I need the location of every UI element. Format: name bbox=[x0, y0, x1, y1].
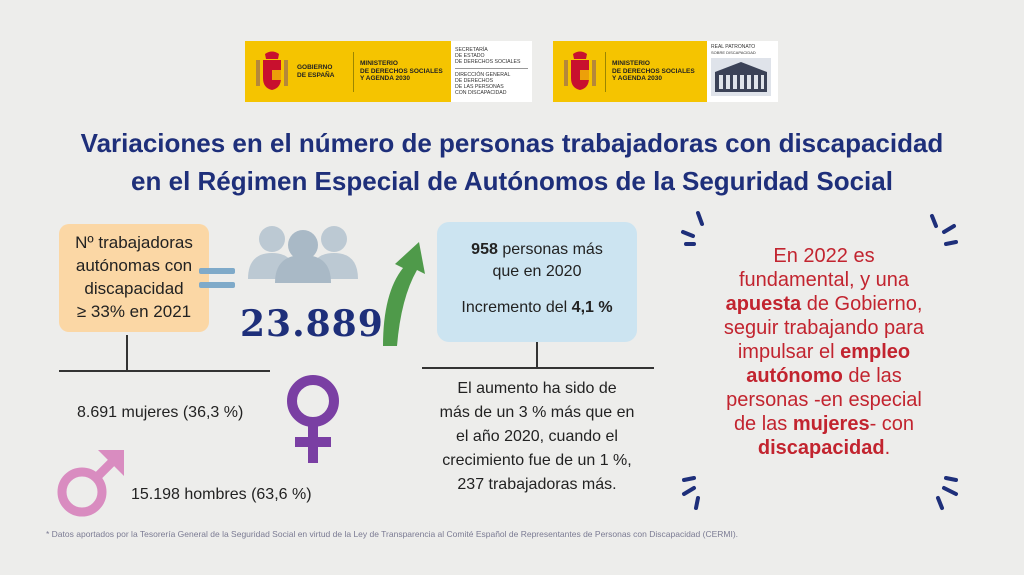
emphasis-strokes-icon bbox=[680, 210, 720, 255]
logo-text-line: DE DERECHOS SOCIALES bbox=[360, 67, 443, 75]
box-line: autónomas con bbox=[75, 256, 193, 275]
increase-percent-line: Incremento del 4,1 % bbox=[437, 297, 637, 319]
emphasis-strokes-icon bbox=[920, 212, 960, 257]
statement-bold: mujeres bbox=[792, 413, 870, 435]
statement-text: de las bbox=[733, 413, 793, 435]
statement-line: impulsar el empleo bbox=[688, 340, 960, 364]
logo-ministerio-real-patronato: MINISTERIO DE DERECHOS SOCIALES Y AGENDA… bbox=[553, 41, 778, 102]
increase-percent-value: 4,1 % bbox=[571, 299, 613, 316]
building-icon bbox=[711, 58, 774, 98]
paragraph-line: 237 trabajadoras más. bbox=[457, 476, 617, 493]
coat-of-arms-icon bbox=[561, 50, 599, 94]
statement-text: - con bbox=[869, 413, 915, 435]
logo-text-line: MINISTERIO bbox=[360, 60, 398, 68]
statement-line: En 2022 es bbox=[773, 245, 875, 267]
logo-separator bbox=[353, 51, 354, 92]
connector-line bbox=[126, 335, 128, 371]
increase-persons-number: 958 bbox=[471, 241, 498, 258]
increase-persons-line-2: que en 2020 bbox=[492, 263, 582, 280]
connector-line bbox=[536, 342, 538, 368]
logo-text-line: GOBIERNO bbox=[297, 64, 333, 71]
statement-line: discapacidad. bbox=[688, 436, 960, 460]
logo-text-line: MINISTERIO bbox=[612, 60, 650, 68]
logo-text-line: DIRECCIÓN GENERAL bbox=[455, 72, 511, 78]
footnote: * Datos aportados por la Tesorería Gener… bbox=[46, 529, 739, 539]
statement-text: de Gobierno, bbox=[801, 293, 923, 315]
total-workers-value: 23.889 bbox=[240, 303, 384, 345]
equals-icon bbox=[199, 268, 235, 291]
statement-line: apuesta de Gobierno, bbox=[688, 292, 960, 316]
box-line: discapacidad bbox=[84, 279, 184, 298]
increase-box: 958 personas más que en 2020 Incremento … bbox=[437, 222, 637, 342]
logo-text-line: DE LAS PERSONAS bbox=[455, 84, 504, 90]
statement-line: de las mujeres- con bbox=[688, 412, 960, 436]
statement-text: de las bbox=[842, 365, 902, 387]
logo-separator bbox=[605, 51, 606, 92]
page-title-line-1: Variaciones en el número de personas tra… bbox=[80, 128, 944, 158]
female-symbol-icon bbox=[283, 373, 343, 470]
statement-bold: apuesta bbox=[725, 293, 802, 315]
logo-text-line: SOBRE DISCAPACIDAD bbox=[711, 50, 756, 55]
statement-line: seguir trabajando para bbox=[723, 317, 925, 339]
logo-text-line: Y AGENDA 2030 bbox=[612, 75, 662, 83]
increase-percent-text: Incremento del bbox=[461, 299, 572, 316]
logo-text-line: DE ESTADO bbox=[455, 53, 485, 59]
increase-explanation: El aumento ha sido de más de un 3 % más … bbox=[415, 377, 659, 497]
logo-text-line: SECRETARÍA bbox=[455, 47, 488, 53]
logo-text-line: DE ESPAÑA bbox=[297, 71, 335, 79]
page-title-line-2: en el Régimen Especial de Autónomos de l… bbox=[131, 166, 893, 196]
statement-line: fundamental, y una bbox=[738, 269, 910, 291]
statement-bold: empleo bbox=[840, 341, 911, 363]
women-count: 8.691 mujeres (36,3 %) bbox=[77, 404, 244, 421]
logo-text-line: REAL PATRONATO bbox=[711, 44, 756, 50]
logo-text-line: DE DERECHOS SOCIALES bbox=[455, 59, 521, 65]
people-group-icon bbox=[248, 221, 360, 288]
logo-ministerio-direccion-general: GOBIERNO DE ESPAÑA MINISTERIO DE DERECHO… bbox=[245, 41, 532, 102]
increase-persons-text: personas más bbox=[497, 241, 603, 258]
statement-line: personas -en especial bbox=[726, 389, 922, 411]
emphasis-strokes-icon bbox=[922, 468, 962, 517]
statement-text: . bbox=[884, 437, 891, 459]
statement-line: autónomo de las bbox=[688, 364, 960, 388]
emphasis-strokes-icon bbox=[680, 468, 720, 517]
box-line: ≥ 33% en 2021 bbox=[76, 302, 192, 321]
growth-arrow-icon bbox=[377, 238, 437, 355]
paragraph-line: crecimiento fue de un 1 %, bbox=[442, 452, 632, 469]
coat-of-arms-icon bbox=[253, 50, 291, 94]
statement-bold: discapacidad bbox=[757, 437, 885, 459]
workers-description-box: Nº trabajadoras autónomas con discapacid… bbox=[59, 224, 209, 332]
paragraph-line: El aumento ha sido de bbox=[457, 380, 617, 397]
statement-bold: autónomo bbox=[746, 365, 843, 387]
logo-text-line: DE DERECHOS SOCIALES bbox=[612, 67, 695, 75]
government-statement: En 2022 es fundamental, y una apuesta de… bbox=[688, 244, 960, 460]
paragraph-line: más de un 3 % más que en bbox=[439, 404, 635, 421]
logo-text-line: DE DERECHOS bbox=[455, 78, 494, 84]
increase-persons-line: 958 personas más bbox=[437, 239, 637, 261]
divider-line bbox=[422, 367, 654, 369]
paragraph-line: el año 2020, cuando el bbox=[456, 428, 618, 445]
men-count: 15.198 hombres (63,6 %) bbox=[131, 486, 312, 503]
box-line: Nº trabajadoras bbox=[75, 233, 193, 252]
statement-text: impulsar el bbox=[737, 341, 841, 363]
logo-text-line: CON DISCAPACIDAD bbox=[455, 90, 507, 96]
divider-line bbox=[59, 370, 270, 372]
logo-text-line: Y AGENDA 2030 bbox=[360, 75, 410, 83]
male-symbol-icon bbox=[56, 446, 126, 523]
